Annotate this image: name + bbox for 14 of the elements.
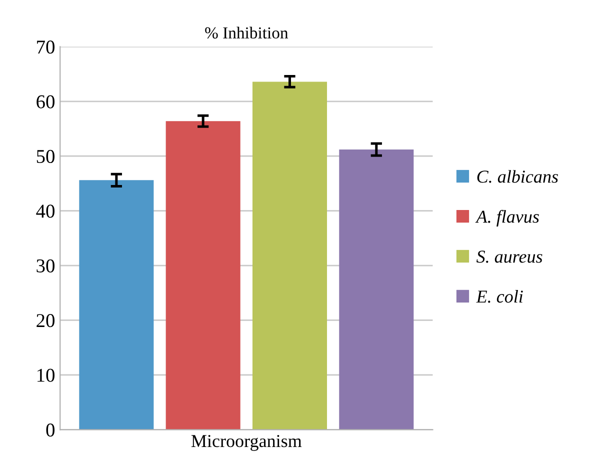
y-tick-label: 60: [36, 95, 54, 108]
chart-title: % Inhibition: [205, 26, 288, 39]
y-tick-label: 50: [36, 150, 54, 164]
y-tick-label: 30: [36, 259, 54, 272]
legend-label: A. flavus: [475, 210, 539, 226]
y-tick-label: 40: [36, 204, 54, 218]
legend-label: E. coli: [476, 290, 523, 303]
y-tick-label: 0: [46, 423, 54, 437]
y-tick-label: 10: [38, 368, 54, 382]
y-tick-label: 70: [37, 40, 54, 54]
legend-label: C. albicans: [477, 170, 558, 183]
x-axis-title: Microorganism: [191, 435, 302, 451]
legend-label: S. aureus: [476, 250, 542, 263]
y-tick-label: 20: [36, 314, 54, 328]
